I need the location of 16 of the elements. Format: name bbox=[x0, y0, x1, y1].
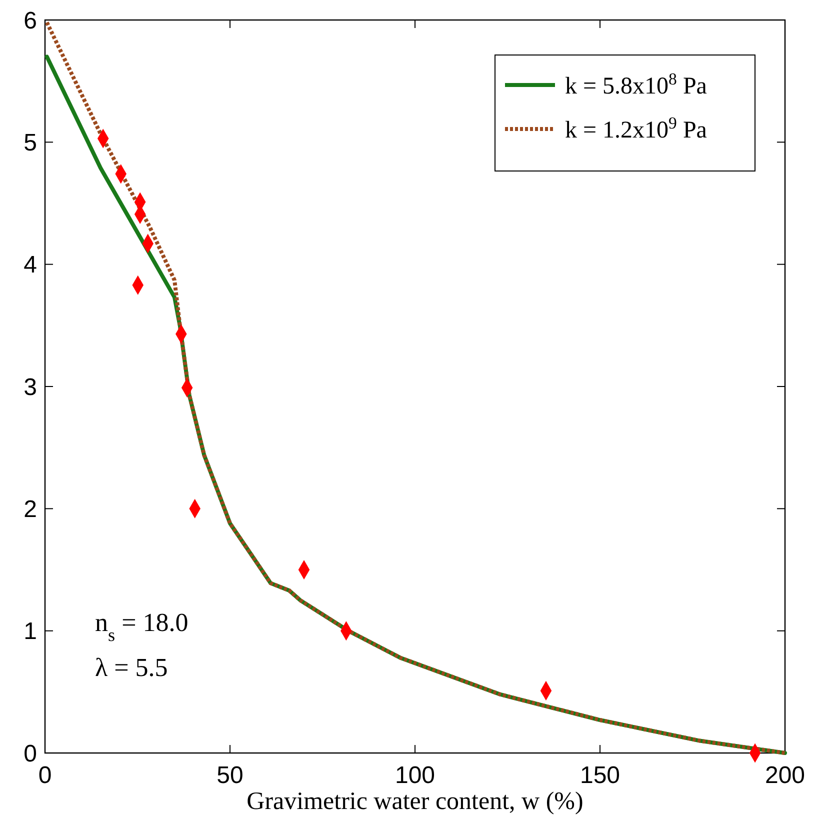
x-axis-title: Gravimetric water content, w (%) bbox=[246, 788, 584, 815]
x-tick-label: 50 bbox=[216, 762, 244, 789]
annotation: λ = 5.5 bbox=[95, 652, 168, 682]
x-tick-label: 150 bbox=[580, 762, 620, 789]
x-tick-label: 100 bbox=[394, 762, 436, 789]
y-tick-label: 2 bbox=[24, 496, 37, 524]
y-tick-label: 4 bbox=[24, 252, 37, 279]
x-tick-label: 200 bbox=[764, 762, 806, 789]
y-tick-label: 5 bbox=[24, 130, 37, 157]
legend-label: k = 1.2x10$^{9}$ Pa bbox=[565, 112, 708, 144]
y-tick-label: 6 bbox=[24, 7, 37, 34]
y-tick-label: 3 bbox=[24, 374, 37, 401]
y-tick-label: 0 bbox=[24, 740, 37, 768]
legend-label: k = 5.8x10$^{8}$ Pa bbox=[565, 68, 708, 100]
annotation: n$_{s}$ = 18.0 bbox=[95, 608, 188, 645]
y-tick-label: 1 bbox=[24, 618, 37, 646]
